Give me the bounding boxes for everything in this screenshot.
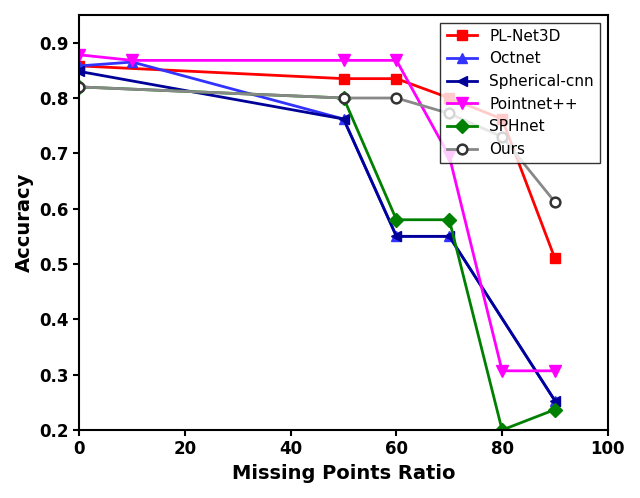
Spherical-cnn — [445, 234, 453, 240]
SPHnet — [340, 95, 348, 101]
Line: SPHnet: SPHnet — [75, 82, 560, 435]
SPHnet — [551, 406, 559, 412]
Ours — [499, 134, 506, 140]
Pointnet++ — [499, 368, 506, 374]
Pointnet++ — [129, 57, 136, 63]
Octnet — [76, 63, 83, 69]
PL-Net3D — [76, 63, 83, 69]
Pointnet++ — [445, 153, 453, 159]
Y-axis label: Accuracy: Accuracy — [15, 173, 34, 272]
Spherical-cnn — [340, 116, 348, 122]
Ours — [551, 199, 559, 205]
Octnet — [551, 398, 559, 404]
SPHnet — [76, 84, 83, 90]
Line: Pointnet++: Pointnet++ — [74, 49, 561, 376]
Pointnet++ — [551, 368, 559, 374]
X-axis label: Missing Points Ratio: Missing Points Ratio — [232, 464, 456, 483]
PL-Net3D — [392, 76, 400, 82]
Ours — [340, 95, 348, 101]
Spherical-cnn — [392, 234, 400, 240]
SPHnet — [445, 217, 453, 223]
SPHnet — [499, 427, 506, 433]
Ours — [76, 84, 83, 90]
Octnet — [129, 59, 136, 65]
Spherical-cnn — [551, 398, 559, 404]
Octnet — [340, 116, 348, 122]
Pointnet++ — [392, 57, 400, 63]
PL-Net3D — [340, 76, 348, 82]
Legend: PL-Net3D, Octnet, Spherical-cnn, Pointnet++, SPHnet, Ours: PL-Net3D, Octnet, Spherical-cnn, Pointne… — [440, 22, 600, 163]
Line: Spherical-cnn: Spherical-cnn — [75, 67, 560, 405]
Pointnet++ — [340, 57, 348, 63]
Ours — [445, 111, 453, 117]
Line: Ours: Ours — [75, 82, 560, 207]
PL-Net3D — [551, 255, 559, 261]
Line: Octnet: Octnet — [75, 57, 560, 405]
PL-Net3D — [499, 116, 506, 122]
Octnet — [392, 234, 400, 240]
Ours — [392, 95, 400, 101]
Octnet — [445, 234, 453, 240]
Pointnet++ — [76, 52, 83, 58]
PL-Net3D — [445, 95, 453, 101]
Line: PL-Net3D: PL-Net3D — [75, 61, 560, 263]
Spherical-cnn — [76, 68, 83, 74]
SPHnet — [392, 217, 400, 223]
